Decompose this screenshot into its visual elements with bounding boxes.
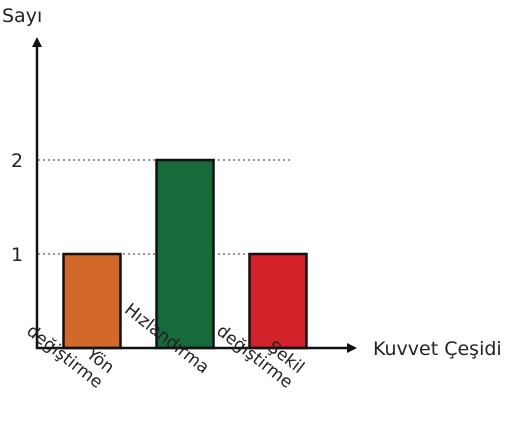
bars <box>62 158 308 350</box>
axes <box>32 37 357 353</box>
bar <box>62 252 122 350</box>
y-tick-labels: 12 <box>11 150 23 266</box>
y-tick-label: 1 <box>11 244 23 266</box>
bar <box>248 252 308 350</box>
y-axis-label: Sayı <box>2 5 42 27</box>
bar <box>155 158 215 350</box>
x-axis-label: Kuvvet Çeşidi <box>373 338 502 360</box>
y-tick-label: 2 <box>11 150 23 172</box>
